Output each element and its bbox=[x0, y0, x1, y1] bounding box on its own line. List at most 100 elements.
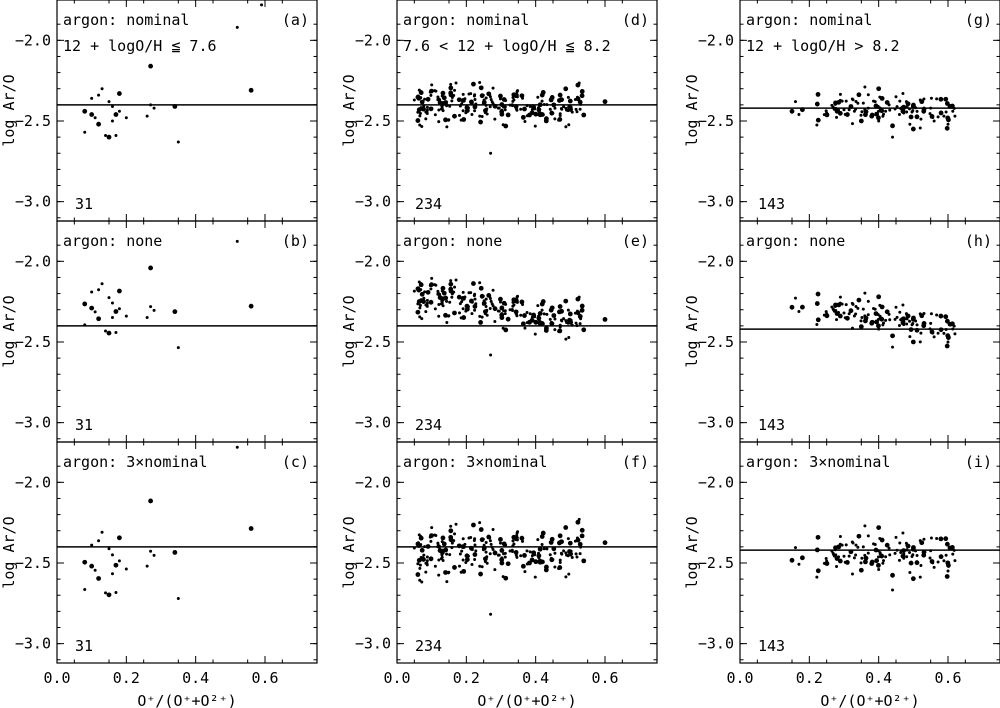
data-point bbox=[522, 106, 527, 112]
data-point bbox=[443, 117, 448, 123]
data-point bbox=[542, 103, 546, 107]
count-label: 234 bbox=[415, 637, 442, 655]
panel-c: −2.0 −2.5 −3.0 log Ar/O argon: 3×nominal (c) 3… bbox=[0, 441, 318, 708]
data-point bbox=[876, 86, 882, 92]
data-point bbox=[536, 304, 540, 308]
data-point bbox=[866, 551, 870, 555]
data-point bbox=[876, 555, 880, 559]
data-point bbox=[508, 103, 512, 107]
data-point bbox=[448, 553, 452, 557]
data-point bbox=[89, 112, 95, 117]
data-point bbox=[559, 106, 563, 110]
data-point bbox=[489, 542, 493, 546]
data-point bbox=[566, 95, 570, 99]
data-point bbox=[581, 112, 587, 118]
data-point bbox=[100, 530, 104, 534]
data-point bbox=[833, 545, 838, 551]
data-point bbox=[566, 308, 570, 312]
data-point bbox=[573, 98, 577, 102]
data-point bbox=[448, 534, 454, 540]
data-point bbox=[248, 526, 254, 531]
data-point bbox=[425, 559, 429, 563]
data-point bbox=[110, 572, 114, 576]
panel-frame bbox=[396, 441, 658, 664]
data-point bbox=[578, 552, 582, 556]
data-point bbox=[815, 575, 819, 579]
data-point bbox=[429, 287, 433, 291]
data-point bbox=[498, 537, 503, 542]
data-point bbox=[505, 316, 511, 322]
data-point bbox=[882, 559, 886, 563]
data-point bbox=[433, 113, 437, 117]
data-point bbox=[440, 285, 446, 291]
data-point bbox=[488, 105, 492, 109]
data-point bbox=[952, 106, 956, 110]
data-point bbox=[947, 545, 953, 551]
panel-frame bbox=[739, 220, 1000, 443]
data-point bbox=[460, 549, 464, 553]
data-point bbox=[553, 551, 557, 555]
data-point bbox=[533, 124, 537, 128]
data-point bbox=[473, 308, 477, 312]
data-point bbox=[837, 110, 843, 116]
data-point bbox=[953, 114, 957, 118]
data-point bbox=[82, 559, 88, 565]
data-point bbox=[501, 300, 507, 306]
data-point bbox=[951, 109, 955, 113]
data-point bbox=[537, 311, 543, 316]
panel-frame bbox=[739, 441, 1000, 664]
data-point bbox=[438, 98, 442, 102]
data-point bbox=[537, 320, 543, 325]
data-point bbox=[97, 93, 101, 97]
data-point bbox=[824, 109, 828, 113]
data-point bbox=[931, 331, 935, 335]
data-point bbox=[484, 96, 488, 100]
data-point bbox=[797, 113, 801, 117]
data-point bbox=[844, 543, 848, 547]
data-point bbox=[884, 109, 888, 113]
data-point bbox=[910, 576, 916, 582]
data-point bbox=[901, 92, 905, 96]
data-point bbox=[110, 119, 114, 123]
data-point bbox=[542, 312, 546, 316]
data-point bbox=[935, 313, 939, 317]
data-point bbox=[902, 552, 906, 556]
data-point bbox=[489, 353, 493, 357]
data-point bbox=[905, 105, 909, 109]
y-tick-label: −2.5 bbox=[355, 333, 391, 351]
data-point bbox=[440, 90, 446, 96]
data-point bbox=[473, 543, 477, 547]
data-point bbox=[888, 108, 892, 112]
argon-label: argon: nominal bbox=[746, 11, 872, 29]
data-point bbox=[438, 292, 442, 296]
data-point bbox=[438, 547, 442, 551]
panel-letter: (i) bbox=[965, 453, 992, 471]
data-point bbox=[863, 555, 869, 561]
y-axis-title: log Ar/O bbox=[0, 295, 18, 367]
data-point bbox=[117, 559, 121, 563]
data-point bbox=[861, 307, 865, 311]
data-point bbox=[437, 303, 441, 307]
data-point bbox=[437, 314, 441, 318]
data-point bbox=[469, 535, 473, 539]
data-point bbox=[881, 323, 885, 327]
data-point bbox=[866, 534, 870, 538]
data-point bbox=[884, 555, 888, 559]
data-point bbox=[418, 563, 422, 567]
data-point bbox=[893, 107, 897, 111]
data-point bbox=[844, 99, 848, 103]
data-point bbox=[834, 308, 838, 312]
data-point bbox=[416, 557, 422, 563]
data-point bbox=[489, 151, 493, 155]
count-label: 31 bbox=[75, 637, 93, 655]
data-point bbox=[929, 106, 933, 110]
y-axis-title: log Ar/O bbox=[683, 516, 701, 588]
data-point bbox=[893, 317, 897, 321]
data-point bbox=[428, 299, 434, 305]
data-point bbox=[850, 326, 854, 330]
data-point bbox=[511, 300, 515, 304]
data-point bbox=[473, 93, 477, 97]
data-point bbox=[473, 109, 477, 113]
data-point bbox=[914, 114, 920, 120]
